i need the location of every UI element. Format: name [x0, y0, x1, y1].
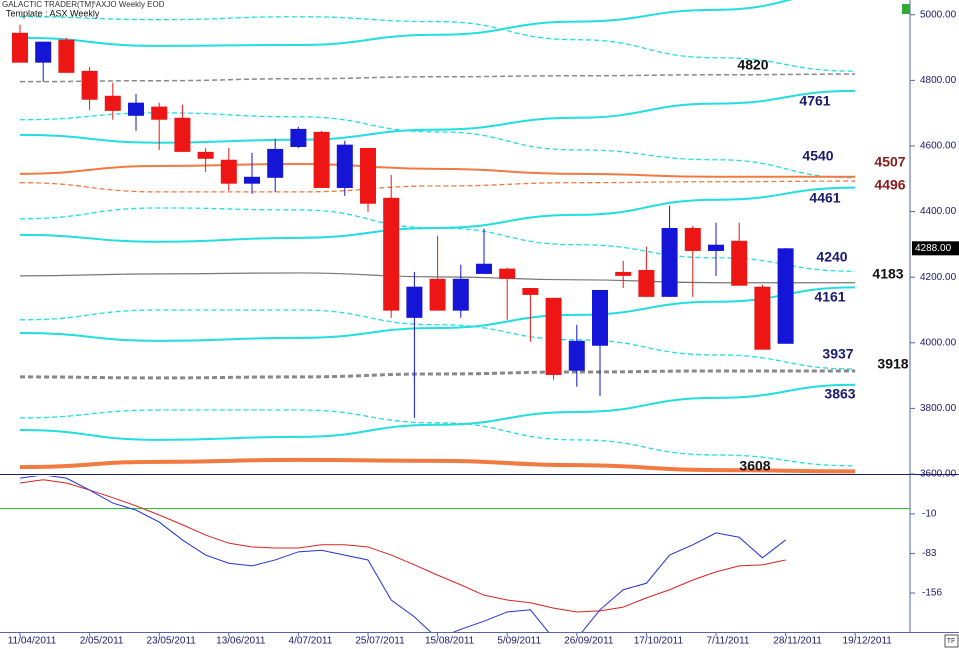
candle-body	[429, 278, 446, 311]
overlay-line	[19, 383, 856, 441]
icon[interactable]	[902, 4, 910, 14]
indicator	[0, 476, 910, 632]
y-tick-label: 5000.00	[920, 9, 957, 20]
candle-body	[104, 95, 121, 111]
line-label: 4461	[809, 190, 840, 206]
line-label: 4240	[816, 249, 847, 265]
overlay-line	[19, 409, 856, 467]
tf-button[interactable]	[944, 634, 959, 648]
chart-title: GALACTIC TRADER(TM)	[2, 0, 94, 9]
candle-body	[58, 39, 75, 73]
candle-body	[128, 102, 144, 116]
template-label: Template : ASX Weekly	[6, 8, 100, 18]
overlay-line	[19, 0, 793, 47]
y-tick-label: 4800.00	[920, 75, 957, 86]
line-label: 4761	[799, 93, 830, 109]
indicator-line	[19, 479, 786, 613]
candle-body	[313, 131, 330, 188]
overlay-line	[19, 163, 856, 178]
last-price-box	[912, 241, 959, 256]
line-label: 4183	[872, 266, 903, 282]
line-label: 4507	[874, 154, 905, 170]
y-tick-label: -83	[922, 548, 937, 559]
y-tick-label: 4600.00	[920, 141, 957, 152]
overlay-line	[19, 73, 856, 83]
tf-text: TF	[947, 638, 956, 645]
x-tick-label: 25/07/2011	[355, 636, 405, 647]
last-price-label: 4288.00	[915, 243, 952, 254]
candle-body	[406, 286, 423, 318]
y-tick-label: -10	[922, 509, 937, 520]
candle-body	[267, 148, 284, 178]
candle-body	[615, 271, 632, 276]
line-label: 4540	[802, 148, 833, 164]
y-tick-label: 4200.00	[920, 272, 957, 283]
line-label: 3608	[739, 458, 770, 474]
line-label: 4161	[814, 289, 845, 305]
x-tick-label: 13/06/2011	[216, 636, 266, 647]
candle-body	[360, 147, 376, 204]
line-label: 3918	[877, 356, 908, 372]
candle-body	[568, 340, 585, 371]
candle-body	[545, 297, 562, 375]
y-tick-label: 3800.00	[920, 403, 957, 414]
chart-subtitle: ^AXJO Weekly EOD	[92, 0, 165, 9]
candle-body	[220, 159, 237, 184]
line-label: 4820	[737, 57, 768, 73]
line-label: 3863	[824, 386, 855, 402]
x-tick-label: 15/08/2011	[425, 636, 475, 647]
overlay-line	[19, 309, 856, 370]
candle-body	[35, 41, 52, 63]
overlay-line	[19, 457, 856, 474]
candle-body	[522, 288, 539, 295]
x-tick-label: 28/11/2011	[773, 636, 822, 647]
x-tick-label: 19/12/2011	[843, 636, 893, 647]
candles	[12, 24, 794, 418]
x-tick-label: 7/11/2011	[706, 636, 749, 647]
y-tick-label: -156	[922, 588, 942, 599]
candle-body	[592, 289, 608, 346]
candle-body	[383, 197, 400, 311]
candle-body	[336, 144, 353, 188]
overlay-line	[19, 369, 856, 380]
candle-body	[290, 128, 307, 147]
candle-body	[708, 244, 724, 251]
line-label: 4496	[874, 177, 905, 193]
candle-body	[81, 70, 98, 100]
y-tick-label: 4400.00	[920, 206, 957, 217]
x-tick-label: 23/05/2011	[147, 636, 197, 647]
x-tick-label: 2/05/2011	[80, 636, 124, 647]
x-tick-label: 26/09/2011	[564, 636, 614, 647]
candle-body	[499, 268, 516, 279]
x-tick-label: 17/10/2011	[634, 636, 684, 647]
overlay-line	[19, 180, 856, 193]
candle-body	[174, 117, 191, 152]
y-tick-label: 3600.00	[920, 469, 957, 480]
candle-body	[197, 151, 214, 159]
candle-body	[777, 248, 794, 344]
candle-body	[754, 286, 771, 350]
candle-body	[12, 32, 28, 63]
candle-body	[151, 106, 168, 120]
x-tick-label: 4/07/2011	[289, 636, 333, 647]
candle-body	[661, 227, 678, 297]
candle-body	[244, 176, 260, 184]
overlay-line	[19, 16, 856, 72]
candle-body	[731, 240, 748, 286]
candle-body	[452, 278, 469, 311]
overlay-line	[19, 286, 856, 342]
line-label: 3937	[822, 346, 853, 362]
y-tick-label: 4000.00	[920, 337, 957, 348]
x-tick-label: 5/09/2011	[497, 636, 541, 647]
candle-body	[684, 227, 701, 251]
indicator-line	[19, 476, 786, 632]
candle-body	[476, 263, 492, 274]
candle-body	[638, 269, 655, 297]
x-tick-label: 11/04/2011	[8, 636, 57, 647]
